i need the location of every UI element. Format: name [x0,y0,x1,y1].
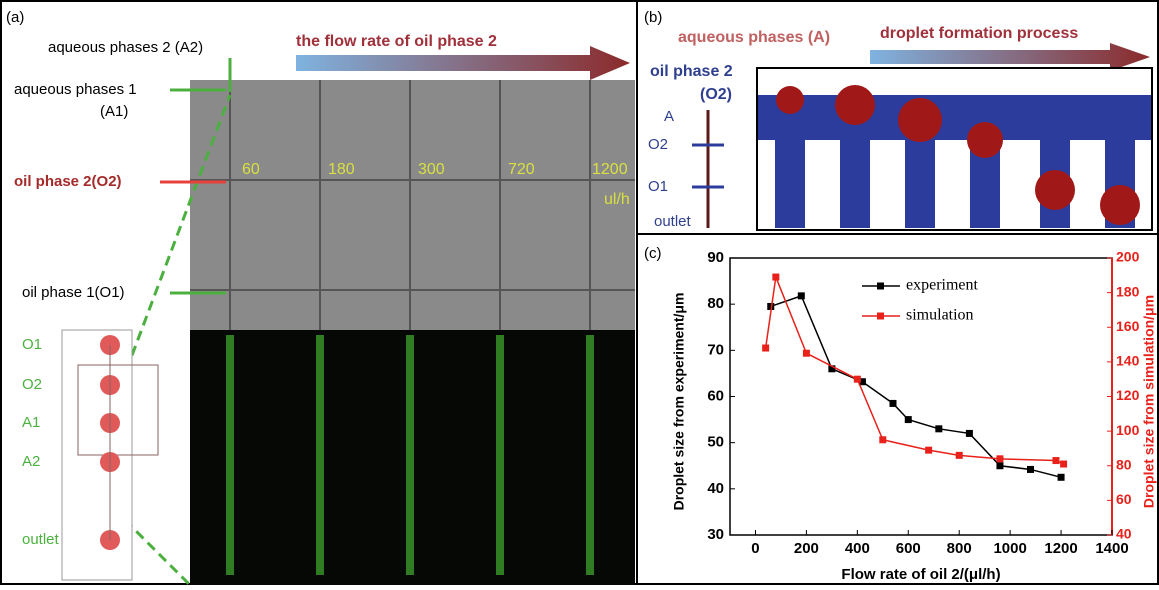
y2-axis-title: Droplet size from simulation/μm [1141,295,1157,508]
unit: ul/h [604,191,630,208]
diagram-label: O2 [648,136,668,153]
y-tick-label: 60 [707,387,724,404]
simulation-image [756,67,1153,231]
data-point [772,273,780,281]
label: aqueous phases 1 [14,81,137,98]
data-point [1060,460,1068,468]
x-tick-label: 800 [947,540,972,557]
y2-tick-label: 120 [1116,387,1140,403]
data-point [767,302,775,310]
diagram-label: A1 [22,414,40,431]
y-tick-label: 90 [707,249,724,266]
series-line [764,274,1064,465]
diagram [61,329,159,581]
x-tick-label: 0 [751,540,759,557]
x-tick-label: 200 [794,540,819,557]
y-tick-label: 80 [707,295,724,312]
diagram-label: O1 [648,178,668,195]
y2-tick-label: 100 [1116,422,1140,438]
data-point [879,436,887,444]
label: (O2) [700,86,732,103]
arrows [68,58,232,587]
data-point [858,378,866,386]
diagram-label: O1 [22,336,42,353]
y-axis-title: Droplet size from experiment/μm [671,293,687,511]
data-point [996,462,1004,470]
diagram-label: O2 [22,376,42,393]
y2-tick-label: 40 [1116,526,1132,542]
x-tick-label: 1400 [1095,540,1128,557]
legend-marker [877,282,884,290]
panel-a: (a) aqueous phases 2 (A2) aqueous phases… [6,9,635,587]
droplets [776,85,1140,225]
arrow [296,46,630,80]
data-point [965,429,973,437]
channel [758,95,1151,140]
y2-tick-label: 140 [1116,353,1140,369]
y2-tick-label: 180 [1116,283,1140,299]
data-point [762,344,770,352]
data-point [1057,473,1065,481]
label: aqueous phases 2 (A2) [48,39,203,56]
plot-frame [729,257,1113,536]
data-point [1052,457,1060,465]
y2-tick-label: 200 [1116,249,1140,265]
diagram-labels: O1 O2 A1 A2 outlet [22,336,60,548]
data-point [935,425,943,433]
diagram-label: A2 [22,453,40,470]
y-tick-label: 50 [707,434,724,451]
legend-marker [877,312,884,320]
y2-tick-label: 60 [1116,491,1132,507]
data-point [996,455,1004,463]
label: oil phase 2 [650,63,733,80]
x-axis-title: Flow rate of oil 2/(μl/h) [841,566,1000,583]
y-tick-label: 70 [707,341,724,358]
data-point [828,365,836,373]
diagram-label: outlet [654,213,692,230]
flow-rate: 300 [418,161,445,178]
flow-rate: 1200 [592,161,628,178]
label: oil phase 2(O2) [14,173,122,190]
x-tick-label: 1000 [993,540,1026,557]
data-point [925,446,933,454]
flow-rate: 60 [242,161,260,178]
x-tick-label: 400 [845,540,870,557]
y2-tick-label: 160 [1116,318,1140,334]
x-tick-label: 600 [896,540,921,557]
x-tick-label: 1200 [1044,540,1077,557]
y-tick-label: 30 [707,526,724,543]
diagram-label: A [664,108,674,125]
label: oil phase 1(O1) [22,284,125,301]
data-point [889,399,897,407]
legend-label: experiment [906,277,979,294]
data-point [955,451,963,459]
data-point [853,375,861,383]
flow-rate: 720 [508,161,535,178]
data-point [904,416,912,424]
microscope-image [190,80,635,330]
panel-label: (c) [644,245,662,262]
fluorescent-streams [226,335,594,575]
y-tick-label: 40 [707,480,724,497]
data-point [797,292,805,300]
label: (A1) [100,103,128,120]
arrow-title: the flow rate of oil phase 2 [296,33,497,50]
y2-tick-label: 80 [1116,456,1132,472]
diagram-label: outlet [22,531,60,548]
panel-label: (a) [6,9,24,26]
channels [190,80,635,330]
panel-label: (b) [644,9,662,26]
panel-b: (b) aqueous phases (A) droplet formation… [644,9,1153,231]
flow-rate: 180 [328,161,355,178]
diagram-labels: A O2 O1 outlet [648,108,692,230]
data-point [802,349,810,357]
label: aqueous phases (A) [678,29,830,46]
panel-c: (c) 0 200 400 600 800 1000 1200 1400 30 40 50 60 70 8… [644,245,1157,583]
legend-label: simulation [906,307,974,324]
arrow-title: droplet formation process [880,25,1078,42]
data-point [1027,465,1035,473]
arrow [870,43,1150,71]
flow-rates: 60 180 300 720 1200 ul/h [242,161,630,208]
